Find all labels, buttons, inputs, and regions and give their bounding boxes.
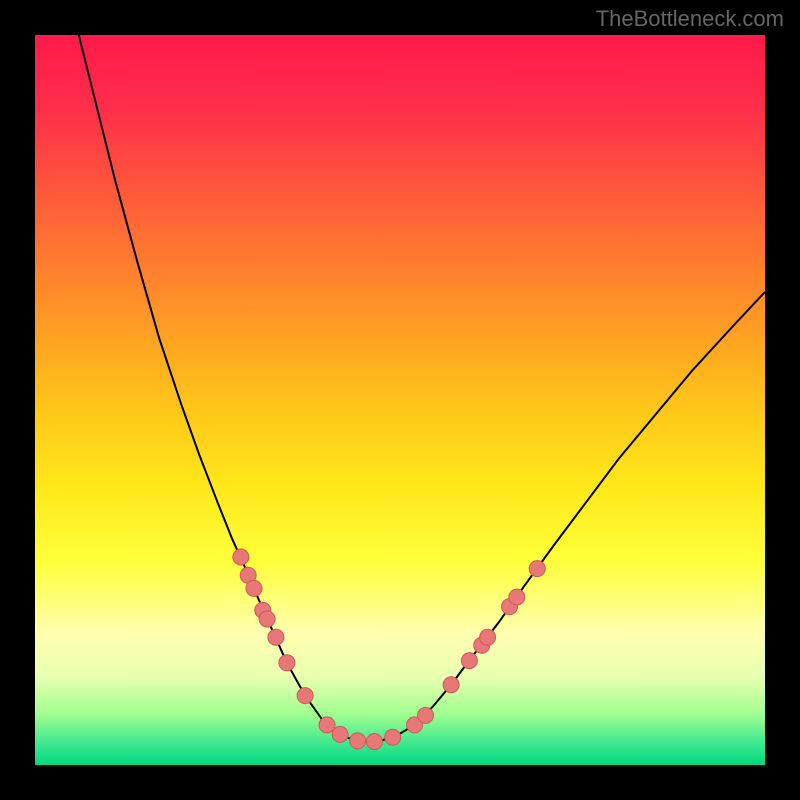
chart-svg [35, 35, 765, 765]
data-marker [268, 629, 284, 645]
watermark-text: TheBottleneck.com [596, 6, 784, 32]
data-marker [350, 733, 366, 749]
data-marker [461, 653, 477, 669]
data-marker [259, 611, 275, 627]
data-marker [509, 589, 525, 605]
data-marker [418, 707, 434, 723]
data-marker [443, 677, 459, 693]
data-marker [366, 734, 382, 750]
data-marker [297, 688, 313, 704]
data-marker [279, 655, 295, 671]
data-marker [246, 580, 262, 596]
data-marker [529, 561, 545, 577]
data-marker [332, 726, 348, 742]
gradient-background [35, 35, 765, 765]
data-marker [385, 729, 401, 745]
plot-area [35, 35, 765, 765]
data-marker [233, 549, 249, 565]
data-marker [480, 629, 496, 645]
